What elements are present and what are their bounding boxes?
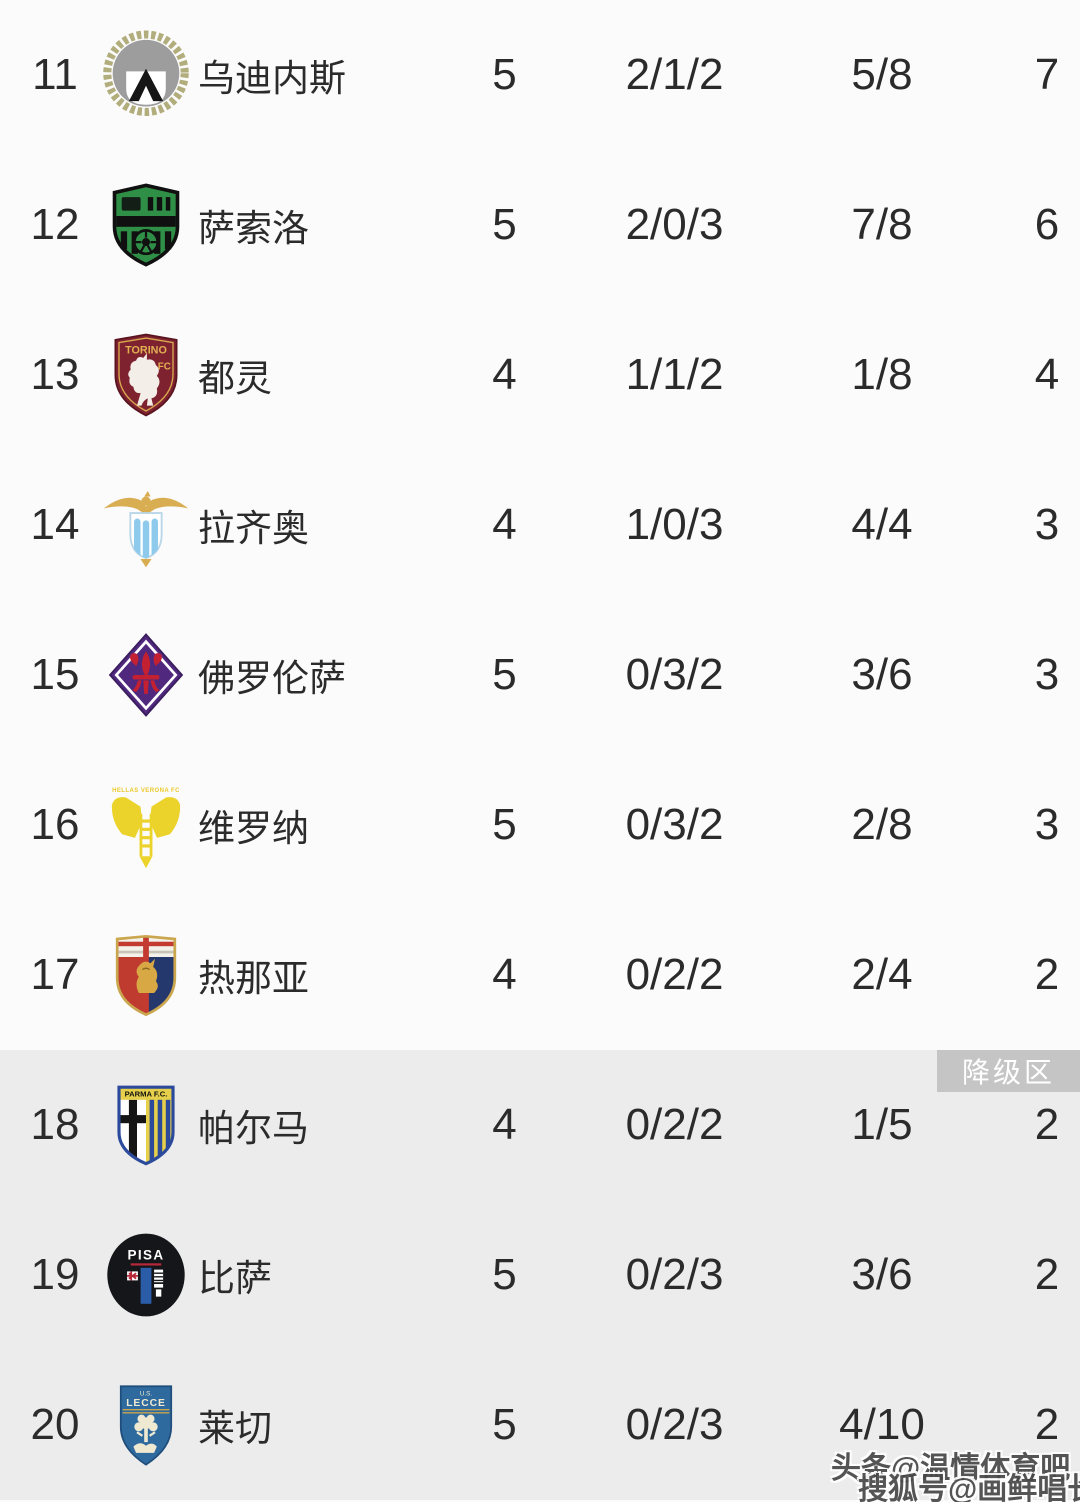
win-draw-loss: 0/2/3 (625, 1250, 724, 1299)
table-row-pisa[interactable]: 19 PISA 比萨 5 0/2/3 3/6 2 (0, 1200, 1080, 1350)
goals-for-against: 2/8 (851, 800, 913, 849)
goals-for-against: 4/10 (839, 1400, 925, 1449)
points: 6 (1034, 200, 1060, 249)
sassuolo-crest-icon (100, 180, 192, 270)
lecce-logo-us-text: U.S. (140, 1390, 152, 1397)
matches-played: 5 (492, 50, 517, 99)
points: 3 (1034, 800, 1060, 849)
relegation-zone-badge: 降级区 (937, 1050, 1080, 1092)
team-name: 维罗纳 (198, 808, 309, 849)
genoa-crest-icon (100, 930, 192, 1020)
team-name: 比萨 (198, 1258, 272, 1299)
relegation-zone-section: 降级区 18 PARMA F.C. (0, 1050, 1080, 1500)
pisa-crest-icon: PISA (100, 1230, 192, 1320)
win-draw-loss: 1/0/3 (625, 500, 724, 549)
parma-logo-text: PARMA F.C. (125, 1090, 168, 1099)
points: 2 (1034, 1100, 1060, 1149)
matches-played: 4 (492, 1100, 517, 1149)
table-row-lecce[interactable]: 20 U.S. LECCE (0, 1350, 1080, 1500)
watermark-toutiao: 头条@温情体育吧 (831, 1452, 1071, 1485)
watermark-sohu: 搜狐号@画鲜唱长卿 (858, 1473, 1080, 1502)
points: 3 (1034, 650, 1060, 699)
table-row-udinese[interactable]: 11 乌迪内斯 5 2/1/2 5/8 7 (0, 0, 1080, 150)
torino-crest-icon: TORINO FC (100, 330, 192, 420)
goals-for-against: 2/4 (851, 950, 913, 999)
table-row-torino[interactable]: 13 TORINO FC 都灵 4 1/1/2 1/8 4 (0, 300, 1080, 450)
torino-logo-fc-text: FC (158, 362, 171, 373)
team-name: 帕尔马 (198, 1108, 309, 1149)
lecce-crest-icon: U.S. LECCE (100, 1380, 192, 1470)
win-draw-loss: 0/3/2 (625, 650, 724, 699)
win-draw-loss: 0/2/2 (625, 1100, 724, 1149)
goals-for-against: 4/4 (851, 500, 913, 549)
win-draw-loss: 1/1/2 (625, 350, 724, 399)
win-draw-loss: 2/0/3 (625, 200, 724, 249)
matches-played: 5 (492, 1250, 517, 1299)
goals-for-against: 1/8 (851, 350, 913, 399)
rank-label: 11 (32, 50, 78, 99)
goals-for-against: 5/8 (851, 50, 913, 99)
win-draw-loss: 0/2/3 (625, 1400, 724, 1449)
team-name: 萨索洛 (198, 208, 309, 249)
lazio-crest-icon (100, 480, 192, 570)
points: 4 (1034, 350, 1060, 399)
goals-for-against: 3/6 (851, 1250, 913, 1299)
matches-played: 5 (492, 650, 517, 699)
lecce-logo-text: LECCE (126, 1398, 166, 1409)
rank-label: 14 (30, 500, 80, 549)
matches-played: 5 (492, 800, 517, 849)
team-name: 乌迪内斯 (198, 58, 346, 99)
table-row-genoa[interactable]: 17 热那亚 4 (0, 900, 1080, 1050)
win-draw-loss: 2/1/2 (625, 50, 724, 99)
points: 2 (1034, 1400, 1060, 1449)
verona-crest-icon: HELLAS VERONA FC (100, 780, 192, 870)
pisa-logo-text: PISA (128, 1248, 165, 1263)
points: 7 (1034, 50, 1060, 99)
team-name: 拉齐奥 (198, 508, 309, 549)
rank-label: 16 (30, 800, 80, 849)
verona-logo-text: HELLAS VERONA FC (112, 788, 180, 794)
table-row-sassuolo[interactable]: 12 萨索洛 5 (0, 150, 1080, 300)
matches-played: 5 (492, 200, 517, 249)
win-draw-loss: 0/3/2 (625, 800, 724, 849)
points: 2 (1034, 1250, 1060, 1299)
table-row-parma[interactable]: 18 PARMA F.C. (0, 1050, 1080, 1200)
team-name: 都灵 (198, 358, 272, 399)
rank-label: 18 (30, 1100, 80, 1149)
matches-played: 4 (492, 350, 517, 399)
udinese-crest-icon (100, 30, 192, 120)
rank-label: 15 (30, 650, 80, 699)
table-row-fiorentina[interactable]: 15 佛罗伦萨 5 0/3/2 (0, 600, 1080, 750)
team-name: 莱切 (198, 1408, 272, 1449)
team-name: 佛罗伦萨 (198, 658, 346, 699)
team-name: 热那亚 (198, 958, 309, 999)
matches-played: 4 (492, 950, 517, 999)
win-draw-loss: 0/2/2 (625, 950, 724, 999)
rank-label: 20 (30, 1400, 80, 1449)
parma-crest-icon: PARMA F.C. (100, 1080, 192, 1170)
points: 2 (1034, 950, 1060, 999)
points: 3 (1034, 500, 1060, 549)
rank-label: 13 (30, 350, 80, 399)
standings-midtable-section: 11 乌迪内斯 5 2/1/2 5/8 7 12 (0, 0, 1080, 1050)
rank-label: 12 (30, 200, 80, 249)
table-row-lazio[interactable]: 14 拉齐奥 4 1/0/3 4/ (0, 450, 1080, 600)
matches-played: 5 (492, 1400, 517, 1449)
matches-played: 4 (492, 500, 517, 549)
rank-label: 19 (30, 1250, 80, 1299)
goals-for-against: 3/6 (851, 650, 913, 699)
rank-label: 17 (30, 950, 80, 999)
table-row-verona[interactable]: 16 HELLAS VERONA FC (0, 750, 1080, 900)
goals-for-against: 7/8 (851, 200, 913, 249)
fiorentina-crest-icon (100, 630, 192, 720)
torino-logo-text: TORINO (125, 344, 167, 356)
goals-for-against: 1/5 (851, 1100, 913, 1149)
